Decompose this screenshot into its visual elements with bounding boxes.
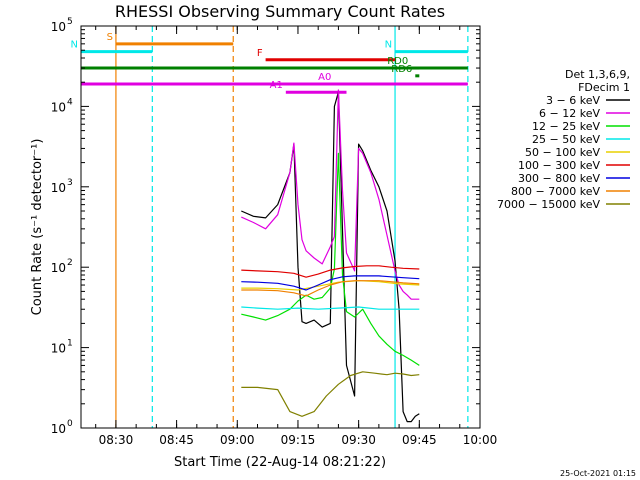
y-tick-label: 10	[51, 181, 66, 195]
y-tick-exponent: 2	[67, 258, 73, 268]
legend-entry-label: 12 − 25 keV	[532, 120, 600, 133]
flag-bar-label: N	[71, 40, 78, 51]
x-tick-label: 09:30	[341, 433, 376, 447]
y-tick-exponent: 1	[67, 339, 73, 349]
x-axis-label: Start Time (22-Aug-14 08:21:22)	[174, 455, 386, 470]
legend-entry-label: 800 − 7000 keV	[511, 185, 600, 198]
flag-bar-label: A1	[270, 80, 283, 91]
flag-bar-label: F	[257, 48, 263, 59]
flag-bar-label: S	[107, 32, 113, 43]
series-line	[241, 152, 420, 366]
y-tick-exponent: 5	[67, 17, 73, 27]
series-line	[241, 89, 420, 300]
series-line	[241, 306, 420, 310]
legend-entry-label: 7000 − 15000 keV	[497, 198, 600, 211]
y-tick-label: 10	[51, 342, 66, 356]
series-line	[241, 275, 420, 291]
y-tick-exponent: 3	[67, 178, 73, 188]
chart-title: RHESSI Observing Summary Count Rates	[115, 2, 445, 21]
legend-entry-label: 100 − 300 keV	[518, 159, 600, 172]
y-tick-exponent: 0	[67, 419, 73, 429]
flag-bar-label: A0	[318, 72, 331, 83]
series-line	[241, 371, 420, 417]
x-tick-label: 09:15	[281, 433, 316, 447]
y-tick-label: 10	[51, 20, 66, 34]
series-line	[241, 280, 420, 297]
x-tick-label: 10:00	[463, 433, 498, 447]
legend-entry-label: 6 − 12 keV	[539, 107, 600, 120]
plot-frame	[80, 25, 481, 429]
x-tick-label: 08:30	[99, 433, 134, 447]
x-tick-label: 09:45	[402, 433, 437, 447]
flag-bar-label: RD6	[391, 64, 412, 75]
flag-bar-label: RD0	[387, 56, 408, 67]
legend-entry-label: 300 − 800 keV	[518, 172, 600, 185]
legend-entry-label: 3 − 6 keV	[546, 94, 600, 107]
legend-header: FDecim 1	[578, 81, 630, 94]
series-line	[241, 280, 420, 291]
y-tick-exponent: 4	[67, 97, 73, 107]
legend-header: Det 1,3,6,9,	[565, 68, 630, 81]
legend-entry-label: 25 − 50 keV	[532, 133, 600, 146]
x-tick-label: 09:00	[220, 433, 255, 447]
flag-bar-label: N	[385, 40, 392, 51]
y-tick-label: 10	[51, 422, 66, 436]
y-axis-label: Count Rate (s⁻¹ detector⁻¹)	[30, 139, 45, 316]
series-line	[241, 265, 420, 278]
y-tick-label: 10	[51, 100, 66, 114]
x-tick-label: 08:45	[159, 433, 194, 447]
footer-timestamp: 25-Oct-2021 01:15	[560, 469, 636, 478]
y-tick-label: 10	[51, 261, 66, 275]
legend-entry-label: 50 − 100 keV	[525, 146, 600, 159]
